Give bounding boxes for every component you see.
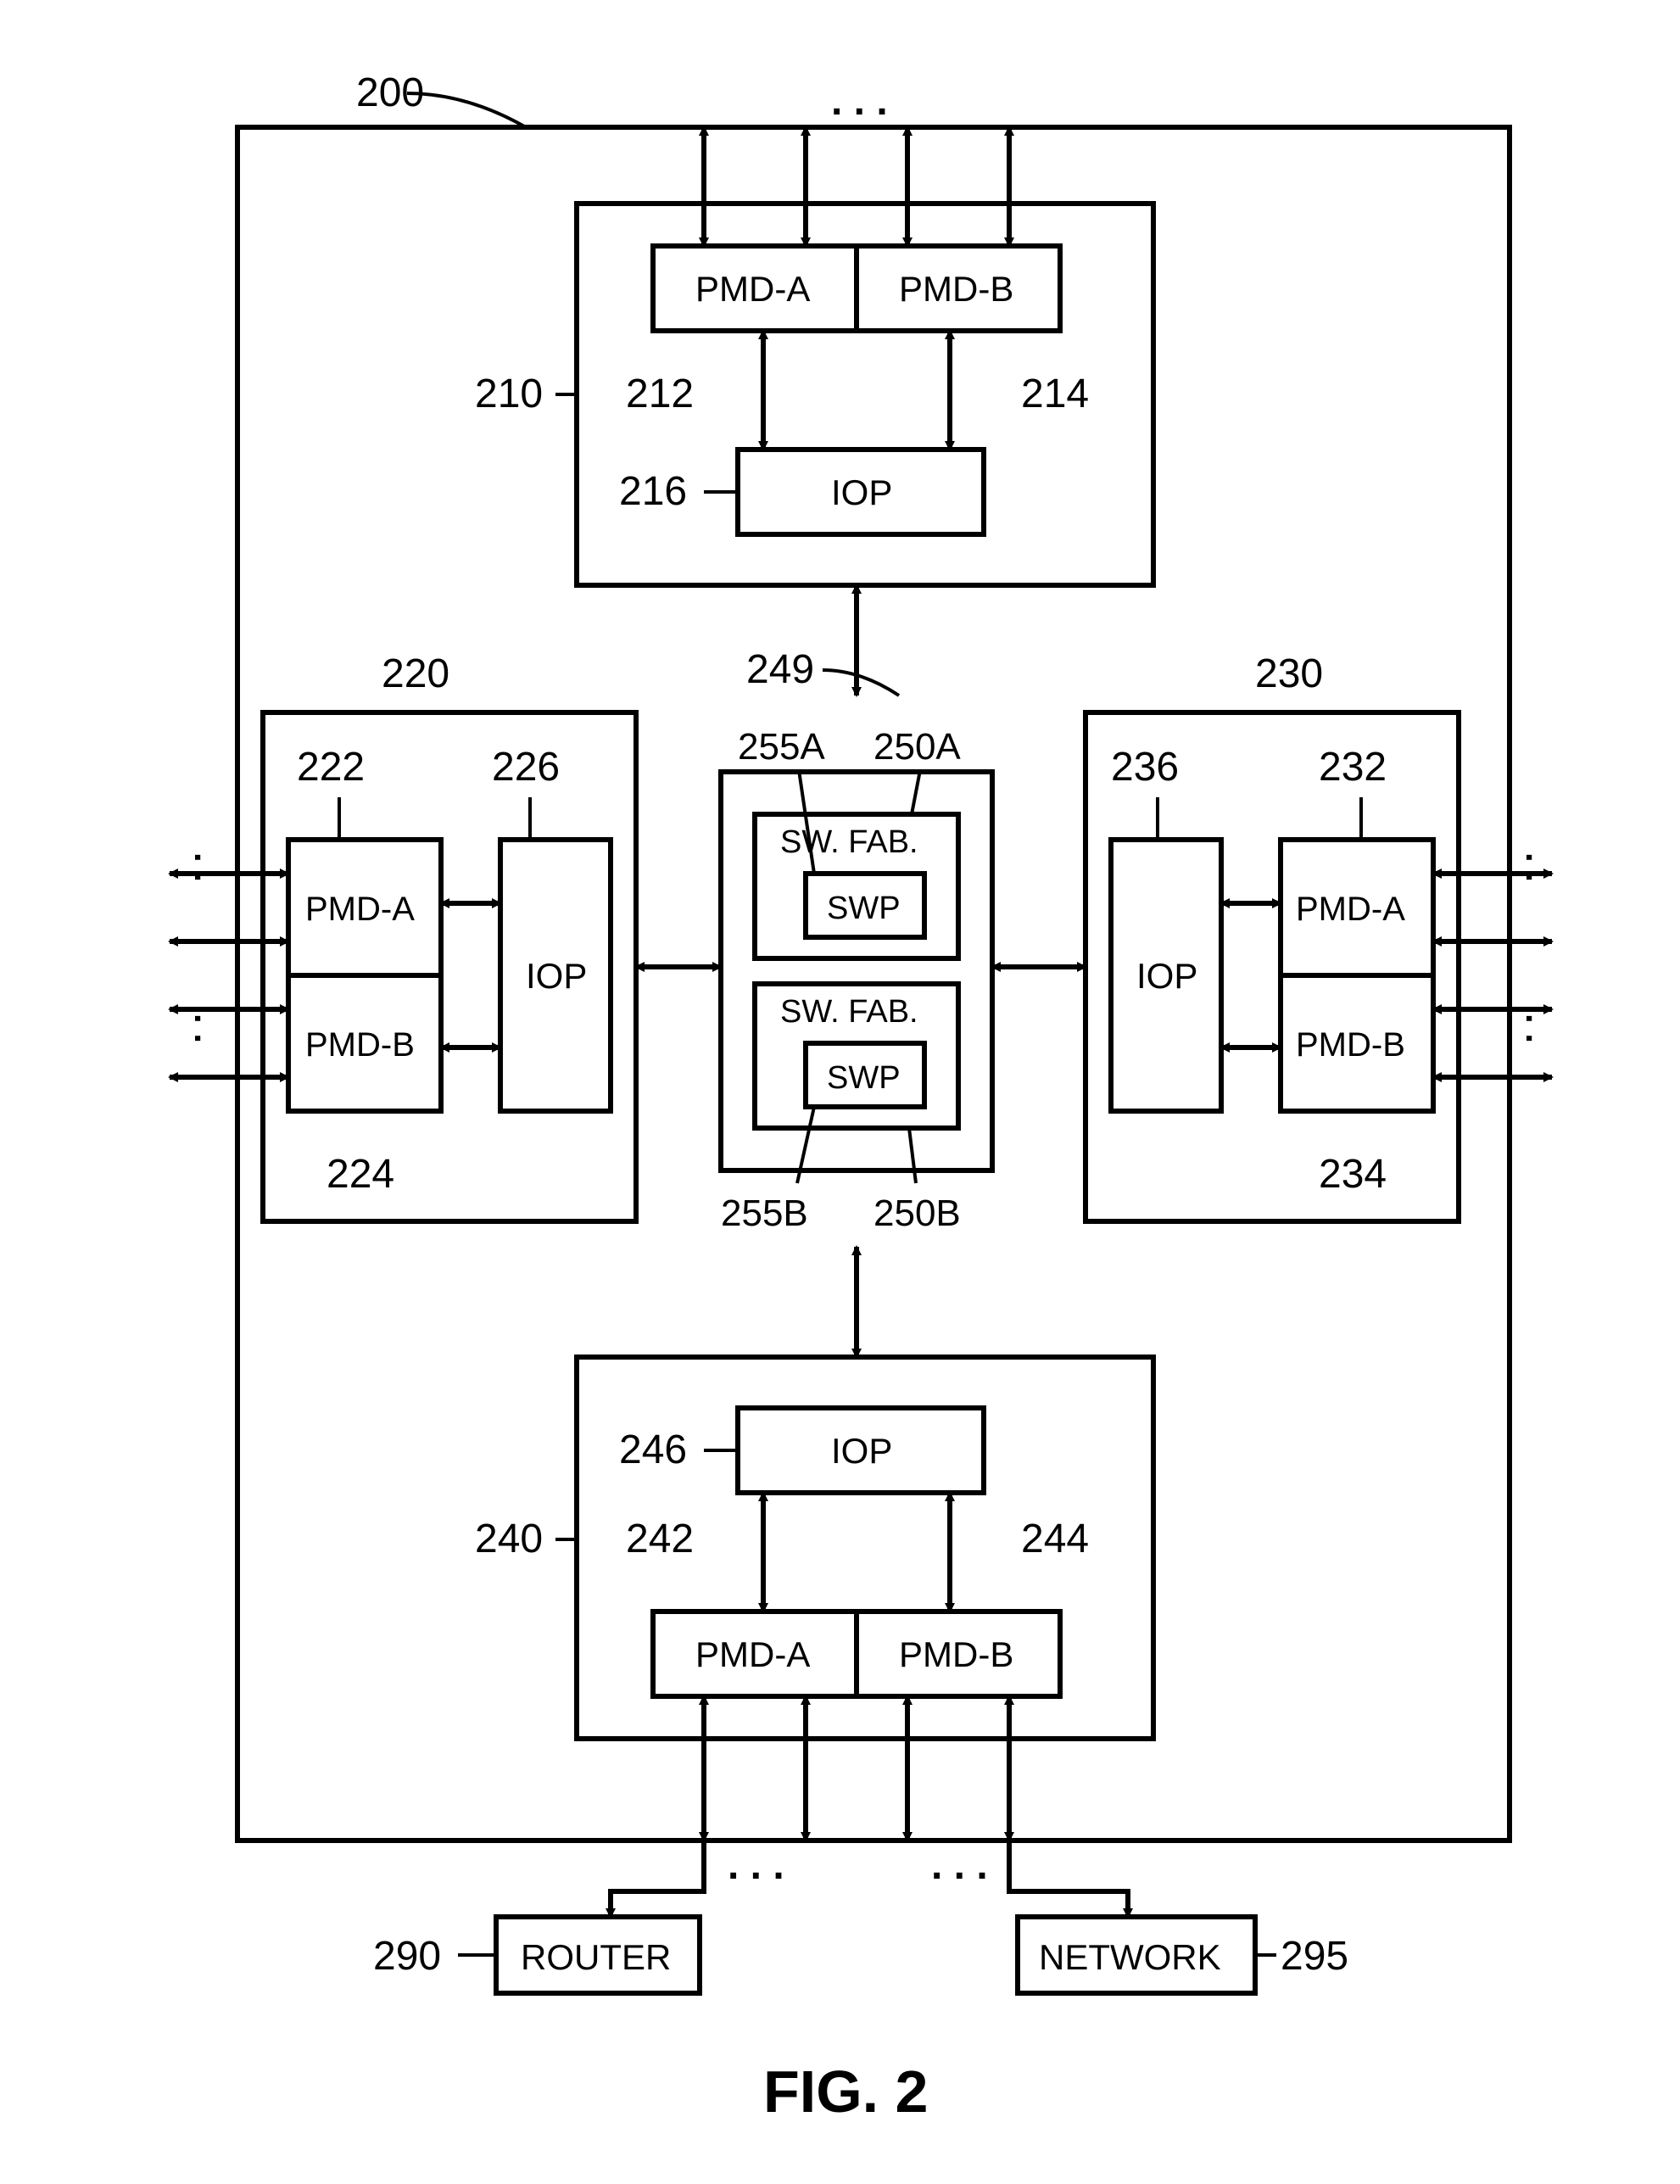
left-226: 226 xyxy=(492,745,560,790)
left-222: 222 xyxy=(297,745,365,790)
left-iop: IOP xyxy=(526,956,587,996)
figure-caption: FIG. 2 xyxy=(763,2058,928,2125)
router-text: ROUTER xyxy=(521,1937,671,1977)
top-212: 212 xyxy=(626,371,694,416)
top-module: 210 PMD-A PMD-B IOP 212 214 216 . . . xyxy=(475,79,1153,585)
right-234: 234 xyxy=(1319,1152,1387,1197)
router-num: 290 xyxy=(373,1934,441,1979)
left-pmd-b: PMD-B xyxy=(305,1026,415,1064)
center-255a: 255A xyxy=(738,726,825,768)
right-232: 232 xyxy=(1319,745,1387,790)
center-swp-a: SWP xyxy=(827,891,901,926)
right-iop: IOP xyxy=(1136,956,1197,996)
top-pmd-a: PMD-A xyxy=(695,269,810,309)
right-ellipsis-2: . . xyxy=(1519,1014,1559,1043)
right-pmd-a: PMD-A xyxy=(1296,891,1405,928)
center-250a: 250A xyxy=(873,726,961,768)
bottom-246: 246 xyxy=(619,1427,687,1472)
bottom-label: 240 xyxy=(475,1517,543,1561)
right-236: 236 xyxy=(1111,745,1179,790)
network-block: NETWORK 295 xyxy=(1009,1840,1348,1993)
network-num: 295 xyxy=(1281,1934,1348,1979)
bottom-ellipsis-1: . . . xyxy=(728,1843,784,1888)
center-module: 249 255A 250A SW. FAB. SWP SW. FAB. SWP … xyxy=(721,647,992,1234)
left-label: 220 xyxy=(382,651,449,696)
right-module: 230 236 232 IOP PMD-A PMD-B 234 . . . . xyxy=(1086,651,1559,1221)
left-224: 224 xyxy=(327,1152,394,1197)
bottom-242: 242 xyxy=(626,1517,694,1561)
center-label: 249 xyxy=(746,647,814,692)
top-216: 216 xyxy=(619,469,687,514)
center-swp-b: SWP xyxy=(827,1060,901,1096)
bottom-iop: IOP xyxy=(831,1431,892,1471)
bottom-ellipsis-2: . . . xyxy=(931,1843,988,1888)
top-pmd-b: PMD-B xyxy=(899,269,1013,309)
left-pmd-a: PMD-A xyxy=(305,891,415,928)
router-block: ROUTER 290 xyxy=(373,1840,704,1993)
bottom-pmd-b: PMD-B xyxy=(899,1634,1013,1674)
top-module-label: 210 xyxy=(475,371,543,416)
bottom-244: 244 xyxy=(1021,1517,1089,1561)
top-214: 214 xyxy=(1021,371,1089,416)
bottom-module: 240 IOP 246 242 244 PMD-A PMD-B . . . . … xyxy=(475,1357,1153,1888)
right-pmd-b: PMD-B xyxy=(1296,1026,1405,1064)
center-250b: 250B xyxy=(873,1193,961,1234)
left-ellipsis-2: . . xyxy=(187,1014,227,1043)
left-ellipsis-1: . . xyxy=(187,852,227,882)
center-swfab-b: SW. FAB. xyxy=(780,994,918,1030)
top-iop: IOP xyxy=(831,472,892,512)
right-label: 230 xyxy=(1255,651,1323,696)
center-255b: 255B xyxy=(721,1193,808,1234)
right-ellipsis-1: . . xyxy=(1519,852,1559,882)
center-swfab-a: SW. FAB. xyxy=(780,824,918,860)
bottom-pmd-a: PMD-A xyxy=(695,1634,810,1674)
top-ellipsis: . . . xyxy=(831,79,888,124)
network-text: NETWORK xyxy=(1039,1937,1221,1977)
